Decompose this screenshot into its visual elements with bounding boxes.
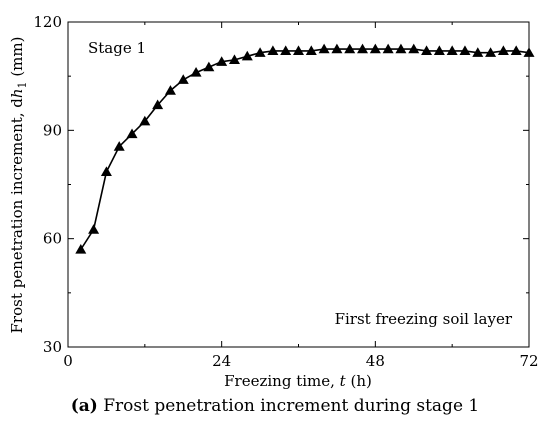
data-point-triangle bbox=[139, 115, 151, 126]
data-point-triangle bbox=[164, 85, 176, 95]
data-point-triangle bbox=[241, 50, 253, 61]
stage-annotation: Stage 1 bbox=[88, 39, 146, 57]
x-tick-label: 72 bbox=[519, 352, 538, 370]
data-point-triangle bbox=[152, 99, 164, 110]
data-point-triangle bbox=[510, 45, 522, 56]
data-point-triangle bbox=[75, 244, 87, 254]
data-point-triangle bbox=[100, 166, 112, 176]
data-point-triangle bbox=[331, 43, 343, 54]
series-line bbox=[80, 48, 530, 250]
x-tick-label: 0 bbox=[63, 352, 73, 370]
data-point-triangle bbox=[190, 67, 202, 77]
x-tick-label: 24 bbox=[212, 352, 231, 370]
data-point-triangle bbox=[318, 43, 330, 54]
y-tick-label: 30 bbox=[43, 338, 62, 356]
x-axis-label: Freezing time, t (h) bbox=[224, 372, 372, 390]
data-point-triangle bbox=[88, 224, 100, 234]
data-point-triangle bbox=[203, 61, 215, 72]
y-tick-label: 120 bbox=[33, 13, 62, 31]
caption-tag: (a) bbox=[70, 396, 98, 416]
caption-text: Frost penetration increment during stage… bbox=[97, 396, 480, 416]
data-point-triangle bbox=[113, 141, 125, 151]
data-point-triangle bbox=[228, 54, 240, 65]
data-point-triangle bbox=[382, 43, 394, 54]
x-axis: 0 24 48 72 bbox=[63, 22, 539, 370]
data-point-triangle bbox=[267, 45, 279, 56]
data-point-triangle bbox=[472, 47, 484, 57]
data-point-triangle bbox=[485, 47, 497, 57]
layer-annotation: First freezing soil layer bbox=[335, 310, 513, 328]
data-point-triangle bbox=[497, 45, 509, 56]
data-point-triangle bbox=[395, 43, 407, 54]
x-tick-label: 48 bbox=[366, 352, 385, 370]
data-point-triangle bbox=[421, 45, 433, 56]
data-point-triangle bbox=[459, 45, 471, 56]
data-point-triangle bbox=[126, 128, 138, 139]
y-tick-label: 90 bbox=[43, 121, 62, 139]
y-axis-label: Frost penetration increment, dh1 (mm) bbox=[8, 37, 29, 334]
data-point-triangle bbox=[446, 45, 458, 56]
data-point-triangle bbox=[357, 43, 369, 54]
series-markers bbox=[75, 43, 535, 254]
frost-penetration-chart: 30 60 90 120 0 24 48 72 Stage 1 First freezing… bbox=[8, 13, 539, 390]
data-point-triangle bbox=[523, 47, 535, 57]
figure-caption: (a) Frost penetration increment during s… bbox=[0, 396, 550, 416]
data-point-triangle bbox=[177, 74, 189, 84]
data-point-triangle bbox=[293, 45, 304, 56]
data-point-triangle bbox=[216, 56, 228, 66]
data-point-triangle bbox=[254, 47, 266, 57]
data-point-triangle bbox=[433, 45, 445, 56]
plot-frame bbox=[67, 21, 530, 348]
data-point-triangle bbox=[408, 43, 420, 54]
y-tick-label: 60 bbox=[43, 230, 62, 248]
data-point-triangle bbox=[344, 43, 356, 54]
data-point-triangle bbox=[369, 43, 381, 54]
data-point-triangle bbox=[305, 45, 317, 56]
y-axis: 30 60 90 120 bbox=[33, 13, 529, 356]
data-point-triangle bbox=[280, 45, 292, 56]
